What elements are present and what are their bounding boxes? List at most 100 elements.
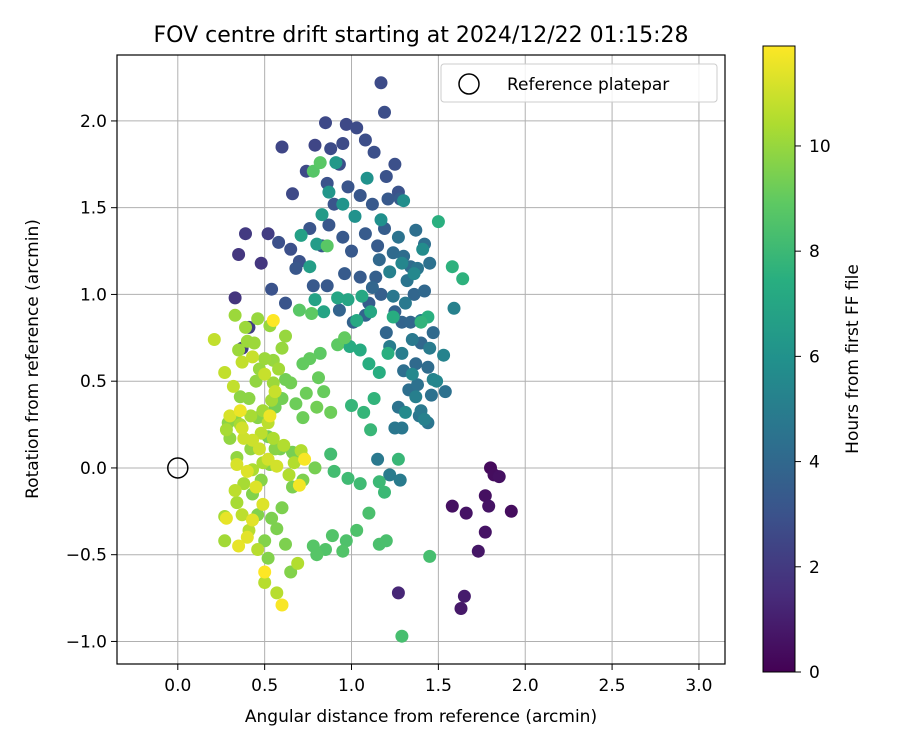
scatter-point: [207, 333, 221, 346]
y-tick-label: 2.0: [80, 112, 107, 132]
scatter-point: [339, 534, 353, 548]
scatter-point: [336, 197, 350, 211]
legend-box: [440, 63, 718, 103]
scatter-point: [272, 362, 286, 376]
scatter-point: [296, 411, 310, 425]
scatter-point: [424, 388, 438, 402]
scatter-point: [367, 145, 381, 159]
scatter-point: [308, 293, 322, 307]
scatter-point: [364, 423, 378, 437]
scatter-point: [322, 218, 336, 232]
scatter-point: [232, 539, 246, 553]
scatter-point: [272, 235, 286, 249]
scatter-point: [362, 506, 376, 520]
colorbar-tick-label: 8: [809, 242, 820, 262]
scatter-point: [378, 105, 391, 119]
scatter-point: [247, 336, 261, 350]
scatter-point: [341, 293, 355, 307]
scatter-point: [360, 171, 374, 185]
scatter-point: [395, 629, 409, 643]
scatter-point: [414, 315, 428, 329]
scatter-point: [437, 348, 451, 362]
colorbar-tick-label: 2: [809, 558, 820, 578]
scatter-point: [249, 480, 263, 494]
scatter-point: [339, 117, 353, 131]
scatter-point: [235, 508, 249, 522]
scatter-point: [223, 409, 237, 423]
scatter-point: [379, 326, 393, 340]
scatter-point: [228, 291, 242, 305]
scatter-point: [355, 289, 369, 303]
scatter-point: [353, 343, 367, 357]
chart-title: FOV centre drift starting at 2024/12/22 …: [154, 23, 689, 48]
scatter-point: [341, 471, 355, 485]
scatter-point: [395, 421, 409, 435]
scatter-point: [409, 390, 423, 404]
scatter-point: [350, 523, 364, 537]
scatter-point: [284, 242, 298, 256]
y-tick-label: 0.5: [80, 372, 107, 392]
scatter-point: [332, 303, 346, 317]
scatter-point: [306, 279, 320, 293]
scatter-point: [407, 267, 421, 281]
scatter-point: [246, 350, 259, 364]
reference-platepar-marker: [167, 457, 189, 479]
scatter-point: [331, 291, 345, 305]
scatter-point: [454, 602, 468, 615]
scatter-point: [336, 230, 350, 244]
scatter-point: [235, 355, 249, 369]
scatter-point: [263, 409, 277, 423]
scatter-point: [265, 282, 279, 296]
scatter-point: [254, 256, 268, 270]
scatter-point: [228, 308, 242, 322]
scatter-point: [306, 539, 320, 553]
scatter-point: [261, 551, 275, 565]
scatter-point: [320, 239, 334, 253]
scatter-point: [418, 412, 431, 426]
scatter-point: [258, 352, 272, 366]
colorbar-tick-label: 6: [809, 347, 820, 367]
scatter-point: [239, 227, 252, 241]
scatter-point: [482, 499, 496, 513]
scatter-point: [256, 497, 270, 511]
y-tick-label: 1.5: [80, 199, 107, 219]
scatter-point: [395, 346, 409, 360]
x-tick-label: 1.0: [338, 676, 365, 696]
scatter-point: [270, 586, 284, 600]
scatter-point: [386, 310, 400, 324]
scatter-point: [365, 197, 379, 211]
scatter-point: [270, 459, 284, 473]
scatter-point: [372, 366, 386, 379]
scatter-point: [232, 248, 246, 261]
scatter-point: [235, 421, 249, 435]
scatter-point: [244, 409, 258, 423]
scatter-point: [504, 504, 518, 518]
colorbar-tick-label: 0: [809, 663, 820, 683]
scatter-point: [372, 253, 386, 267]
scatter-point: [374, 76, 388, 90]
scatter-point: [312, 371, 325, 385]
scatter-point: [279, 329, 292, 343]
scatter-point: [246, 433, 259, 447]
x-tick-label: 2.0: [512, 676, 539, 696]
scatter-point: [266, 314, 280, 327]
scatter-point: [405, 333, 419, 346]
scatter-point: [383, 265, 397, 279]
scatter-point: [233, 390, 247, 404]
scatter-point: [289, 397, 303, 411]
scatter-point: [258, 534, 272, 548]
scatter-point: [456, 272, 470, 286]
scatter-point: [397, 194, 411, 208]
legend: Reference platepar: [440, 63, 718, 103]
scatter-point: [371, 239, 385, 253]
scatter-point: [364, 305, 378, 319]
colorbar-ticks: 0 2 4 6 8 10: [795, 137, 831, 683]
scatter-point: [219, 511, 233, 525]
scatter-point: [386, 289, 400, 303]
colorbar-tick-label: 4: [809, 453, 820, 473]
scatter-point: [308, 138, 322, 152]
scatter-point: [294, 228, 308, 242]
y-tick-label: −0.5: [66, 546, 107, 566]
scatter-point: [291, 556, 305, 570]
